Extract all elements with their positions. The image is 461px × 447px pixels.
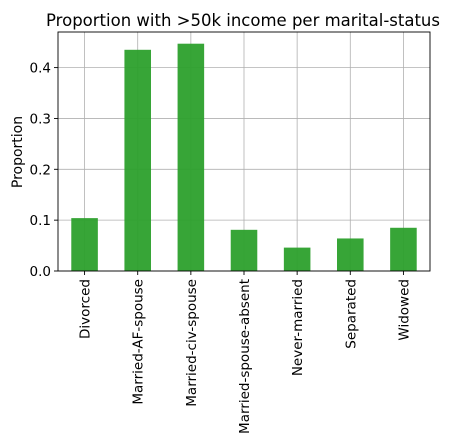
x-tick-label: Married-civ-spouse: [184, 279, 200, 407]
y-tick-label: 0.1: [30, 213, 51, 229]
y-tick-label: 0.3: [30, 111, 51, 127]
y-tick-label: 0.2: [30, 162, 51, 178]
x-tick-label: Widowed: [396, 279, 412, 341]
chart-title: Proportion with >50k income per marital-…: [46, 11, 440, 30]
bar-never-married: [283, 247, 311, 271]
y-axis-label: Proportion: [10, 116, 26, 188]
ticks-layer: 0.0 0.1 0.2 0.3 0.4 Divorced Married-AF-spouse…: [30, 61, 413, 434]
grid-layer: [58, 32, 430, 272]
x-tick-label: Married-AF-spouse: [131, 279, 147, 405]
y-tick-label: 0.0: [30, 264, 51, 280]
x-tick-label: Separated: [343, 279, 359, 349]
bar-married-af-spouse: [124, 49, 151, 272]
bar-widowed: [390, 227, 417, 271]
bars-layer: [71, 43, 417, 272]
x-tick-label: Divorced: [78, 279, 94, 339]
bar-divorced: [71, 218, 98, 271]
x-tick-label: Married-spouse-absent: [237, 279, 253, 434]
bar-married-spouse-absent: [230, 229, 258, 271]
y-tick-label: 0.4: [30, 61, 51, 77]
bar-separated: [337, 238, 364, 271]
bar-married-civ-spouse: [177, 43, 205, 272]
x-tick-label: Never-married: [290, 279, 306, 376]
